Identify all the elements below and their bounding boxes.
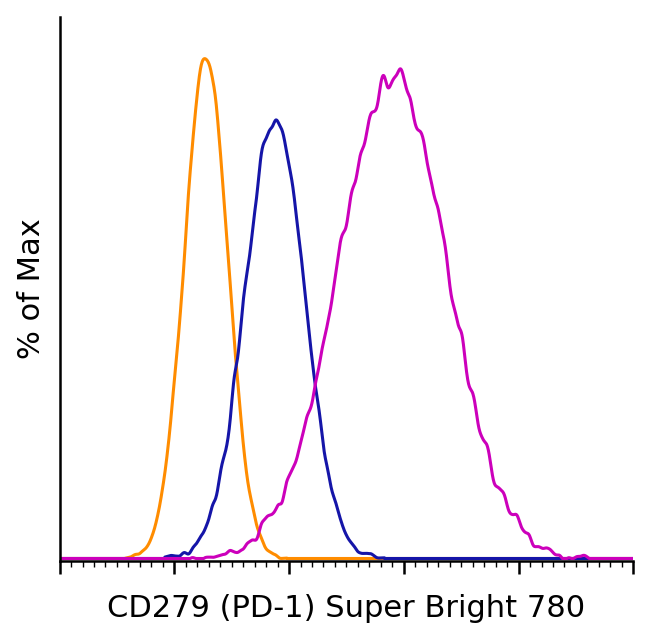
Y-axis label: % of Max: % of Max [17, 218, 46, 359]
X-axis label: CD279 (PD-1) Super Bright 780: CD279 (PD-1) Super Bright 780 [107, 595, 586, 623]
